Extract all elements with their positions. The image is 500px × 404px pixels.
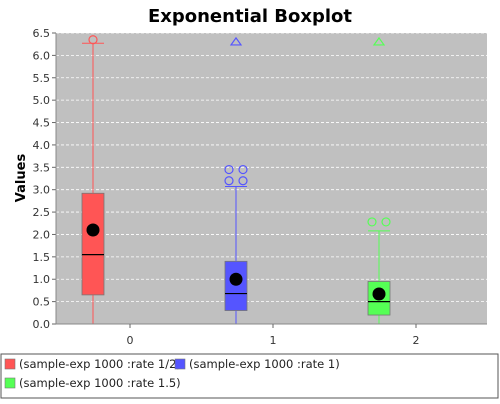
y-tick-label: 0.5 (33, 296, 51, 309)
y-tick-label: 3.5 (33, 161, 51, 174)
outlier-marker (88, 35, 98, 45)
plot-area (56, 33, 487, 324)
legend-swatch (4, 377, 16, 389)
legend-swatch (174, 358, 186, 370)
outlier-marker (224, 164, 234, 175)
y-tick-label: 4.5 (33, 117, 51, 130)
legend-label: (sample-exp 1000 :rate 1.5) (19, 376, 181, 390)
box (81, 192, 105, 296)
x-tick-label: 0 (127, 334, 134, 347)
y-tick-label: 5.0 (33, 94, 51, 107)
legend-swatch (4, 358, 16, 370)
x-tick-label: 2 (413, 334, 420, 347)
x-tick-label: 1 (270, 334, 277, 347)
y-tick-label: 3.0 (33, 184, 51, 197)
chart-title: Exponential Boxplot (148, 6, 352, 27)
y-axis-label: Values (14, 154, 29, 203)
axes: 0.0 0.5 1.0 1.5 2.0 2.5 3.0 3.5 4.0 4.5 5.0 5.5 6.0 6… (33, 27, 487, 347)
outlier-marker (224, 176, 234, 186)
y-tick-label: 2.0 (33, 228, 51, 241)
legend-label: (sample-exp 1000 :rate 1/2) (19, 357, 181, 371)
y-tick-label: 5.5 (33, 72, 51, 85)
boxplot-2 (367, 36, 391, 325)
outlier-marker (367, 217, 377, 227)
y-tick-label: 6.5 (33, 27, 51, 40)
y-tick-label: 4.0 (33, 139, 51, 152)
legend: (sample-exp 1000 :rate 1/2) (sample-exp 1… (0, 353, 499, 399)
far-outlier-marker (372, 36, 386, 46)
legend-label: (sample-exp 1000 :rate 1) (189, 357, 340, 371)
mean-marker (372, 287, 386, 301)
outlier-marker (381, 217, 391, 227)
far-outlier-marker (229, 36, 243, 46)
mean-marker (229, 272, 243, 286)
outlier-marker (238, 176, 248, 186)
box (224, 260, 248, 311)
mean-marker (86, 223, 100, 237)
legend-border (0, 353, 499, 399)
boxplot-series (81, 35, 391, 325)
outlier-marker (238, 164, 248, 175)
boxplot-1 (224, 36, 248, 325)
y-tick-label: 1.0 (33, 273, 51, 286)
y-tick-label: 6.0 (33, 49, 51, 62)
y-tick-label: 0.0 (33, 318, 51, 331)
y-tick-label: 1.5 (33, 251, 51, 264)
boxplot-0 (81, 35, 105, 325)
y-tick-label: 2.5 (33, 206, 51, 219)
